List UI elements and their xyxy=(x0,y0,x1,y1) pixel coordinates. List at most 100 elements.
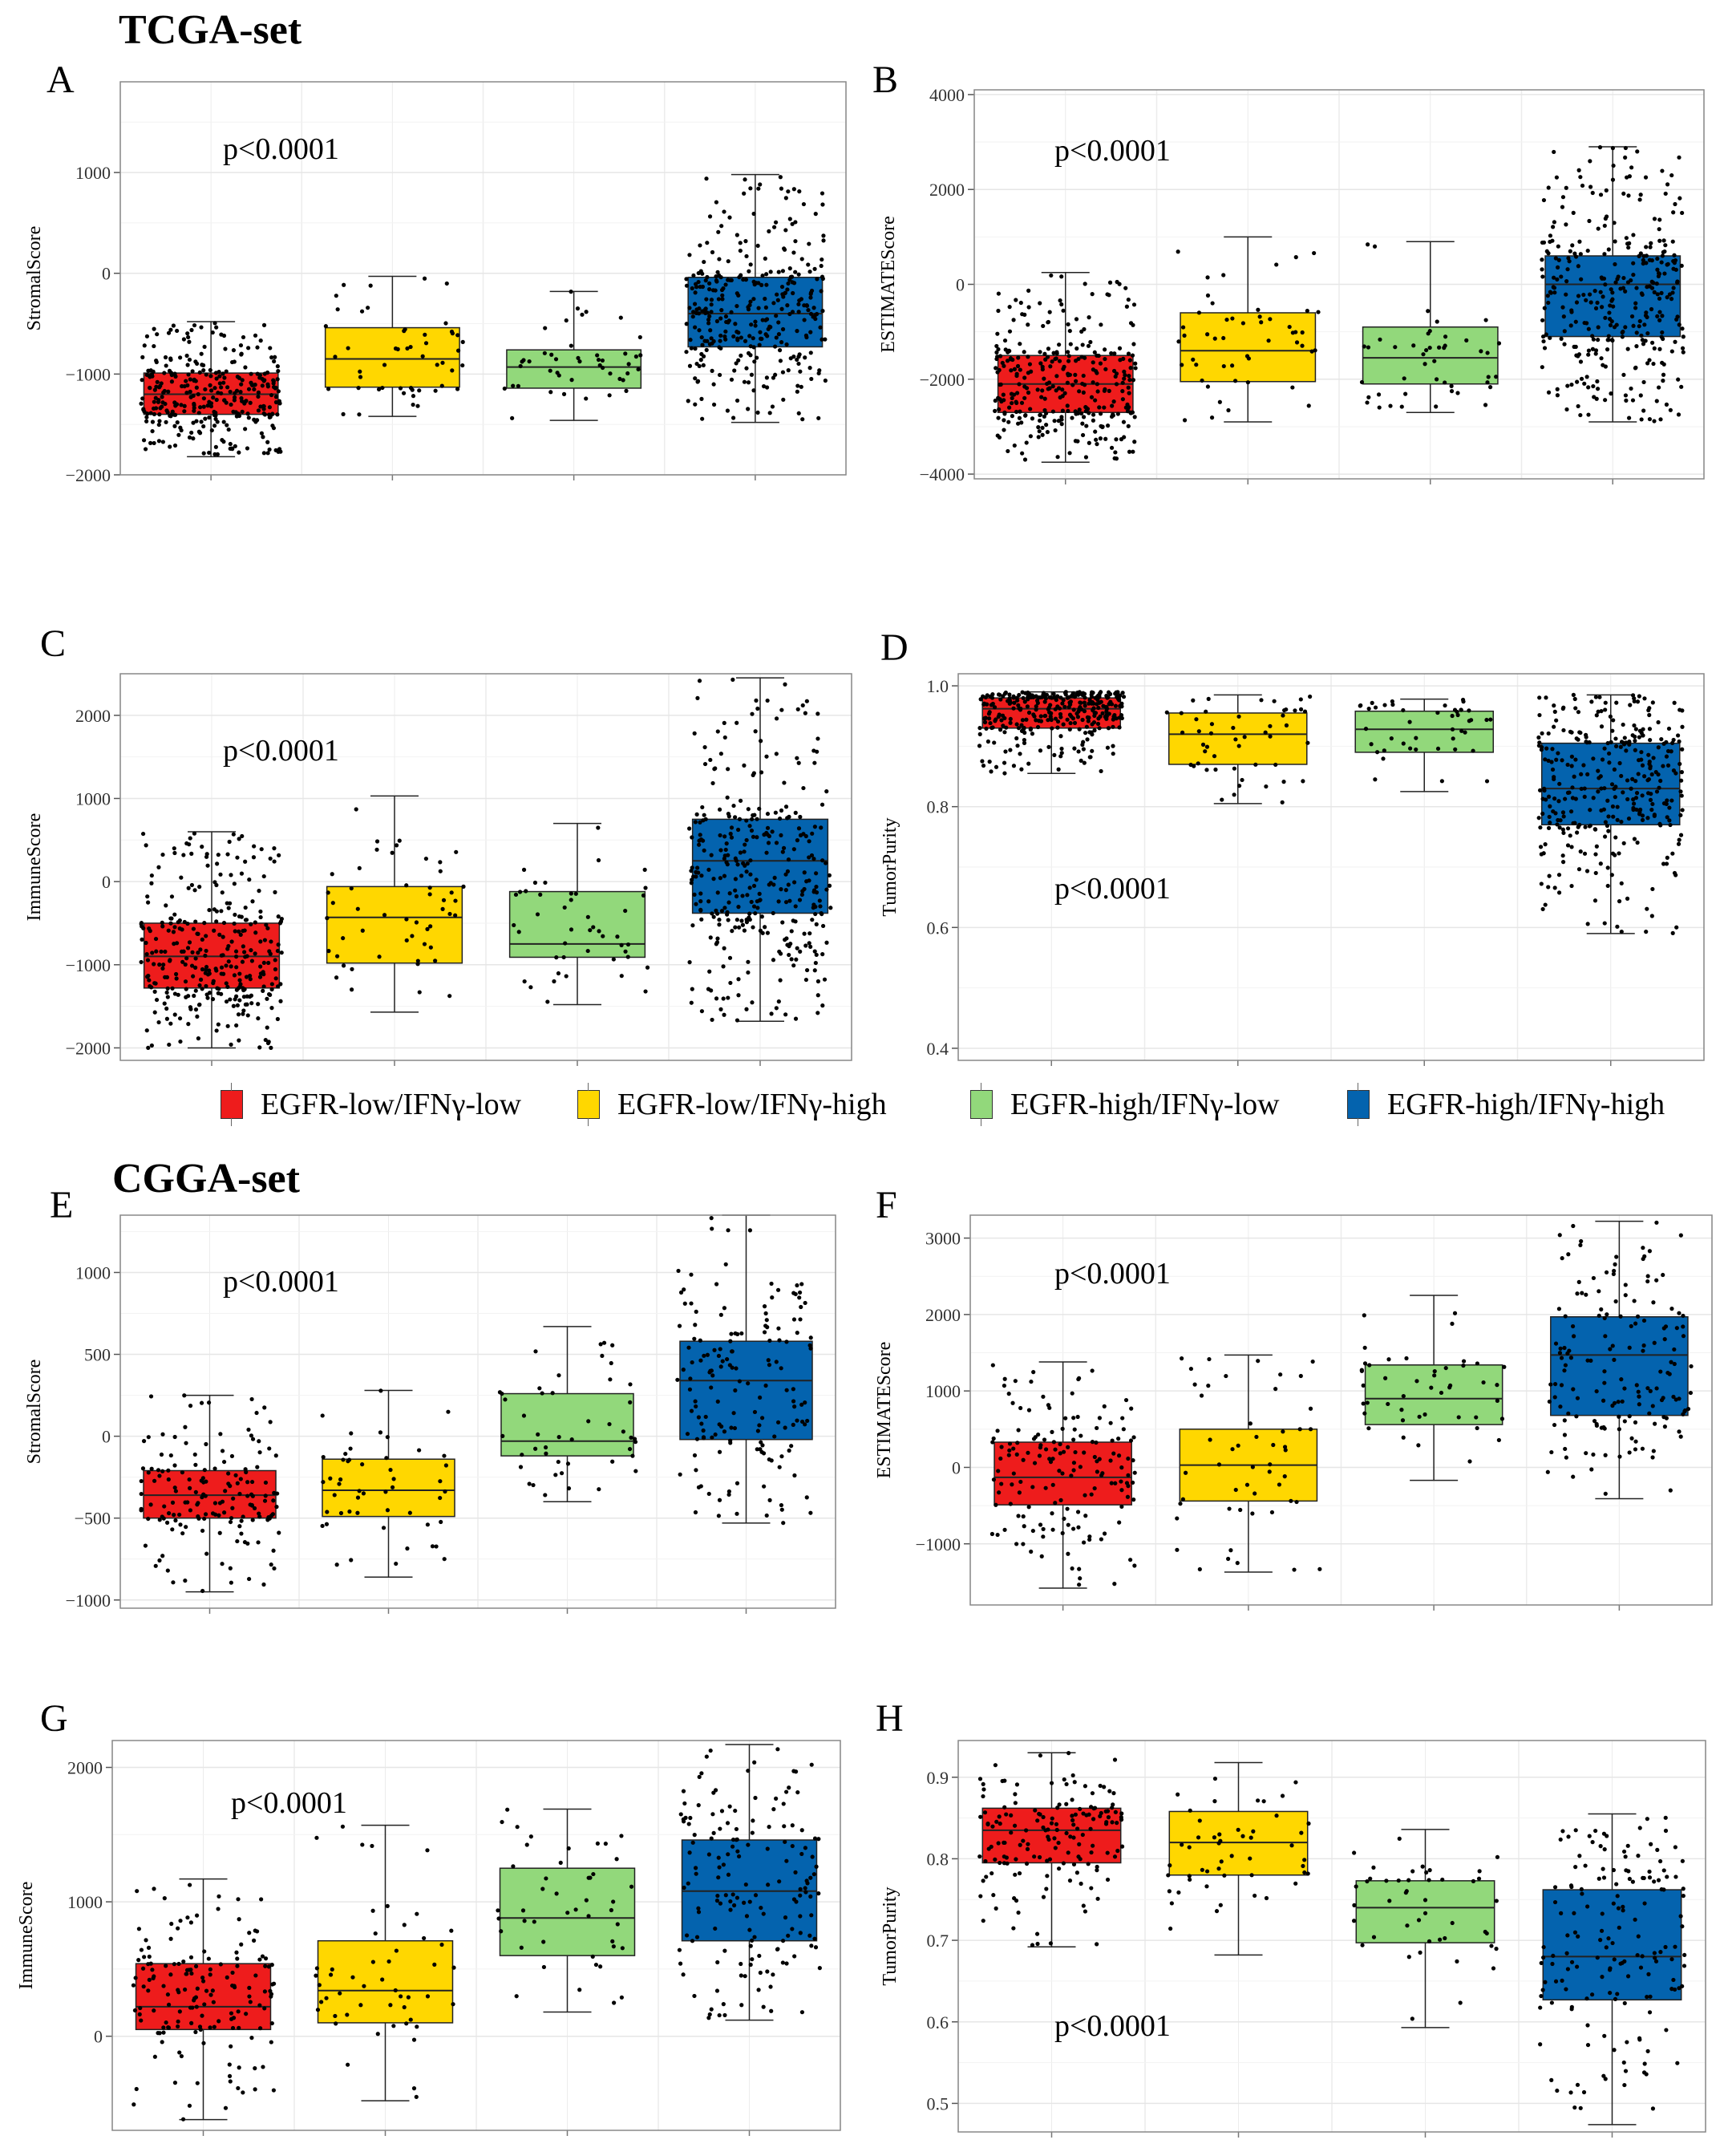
data-point xyxy=(265,451,270,456)
data-point xyxy=(1046,1837,1051,1842)
data-point xyxy=(722,209,726,214)
data-point xyxy=(1481,1380,1486,1385)
data-point xyxy=(1074,1870,1079,1875)
data-point xyxy=(742,379,747,384)
data-point xyxy=(1112,1757,1118,1762)
data-point xyxy=(1074,711,1079,716)
data-point xyxy=(543,880,548,886)
data-point xyxy=(226,906,231,910)
data-point xyxy=(174,941,180,946)
data-point xyxy=(755,1447,759,1452)
data-point xyxy=(165,1568,170,1573)
data-point xyxy=(1007,1441,1013,1446)
data-point xyxy=(181,337,187,342)
data-point xyxy=(1095,382,1099,387)
data-point xyxy=(818,904,823,909)
data-point xyxy=(755,410,760,415)
data-point xyxy=(210,330,215,335)
data-point xyxy=(748,262,753,267)
data-point xyxy=(355,906,360,911)
data-point xyxy=(1016,1514,1021,1518)
data-point xyxy=(527,359,532,364)
data-point xyxy=(722,834,727,839)
data-point xyxy=(1002,730,1007,735)
data-point xyxy=(1664,740,1669,744)
data-point xyxy=(321,1480,326,1485)
data-point xyxy=(1127,358,1132,363)
data-point xyxy=(255,1465,260,1469)
data-point xyxy=(1672,1987,1677,1992)
data-point xyxy=(145,975,150,979)
data-point xyxy=(269,392,274,398)
data-point xyxy=(235,1956,240,1961)
data-point xyxy=(718,848,723,853)
data-point xyxy=(1551,285,1556,290)
data-point xyxy=(203,1493,208,1498)
data-point xyxy=(341,411,346,416)
data-point xyxy=(751,1818,755,1823)
data-point xyxy=(693,346,698,351)
data-point xyxy=(1589,1467,1594,1472)
data-point xyxy=(451,1965,456,1970)
data-point xyxy=(455,333,460,338)
data-point xyxy=(1564,222,1568,227)
data-point xyxy=(1036,1432,1041,1437)
data-point xyxy=(1577,1854,1582,1858)
data-point xyxy=(1128,1438,1134,1443)
data-point xyxy=(1619,773,1624,779)
data-point xyxy=(1070,1814,1074,1818)
data-point xyxy=(1087,411,1091,415)
data-point xyxy=(692,731,697,736)
data-point xyxy=(735,1849,740,1854)
p-value-label: p<0.0001 xyxy=(1054,872,1171,906)
data-point xyxy=(750,711,755,716)
data-point xyxy=(1023,412,1028,418)
data-point xyxy=(1203,749,1208,754)
data-point xyxy=(132,2102,136,2107)
data-point xyxy=(707,2012,712,2017)
data-point xyxy=(728,1441,733,1445)
data-point xyxy=(1591,383,1596,389)
data-point xyxy=(1014,409,1019,415)
data-point xyxy=(780,849,785,854)
data-point xyxy=(212,424,217,428)
data-point xyxy=(1001,392,1006,397)
data-point xyxy=(694,1468,698,1473)
data-point xyxy=(990,701,995,707)
data-point xyxy=(1365,1878,1370,1884)
data-point xyxy=(749,372,755,377)
data-point xyxy=(749,322,754,327)
data-point xyxy=(1660,168,1665,173)
data-point xyxy=(994,717,998,722)
data-point xyxy=(780,269,786,274)
data-point xyxy=(1641,379,1646,385)
data-point xyxy=(276,368,281,374)
data-point xyxy=(597,363,602,368)
data-point xyxy=(346,1459,350,1464)
data-point xyxy=(585,914,590,919)
data-point xyxy=(759,336,764,342)
data-point xyxy=(174,976,179,981)
data-point xyxy=(193,1995,199,2000)
data-point xyxy=(717,1422,722,1427)
data-point xyxy=(1604,188,1609,192)
data-point xyxy=(1374,750,1380,755)
data-point xyxy=(761,2004,766,2009)
data-point xyxy=(820,923,826,929)
data-point xyxy=(1669,1360,1673,1364)
data-point xyxy=(793,1291,798,1297)
data-point xyxy=(1070,415,1074,420)
data-point xyxy=(1034,703,1038,709)
data-point xyxy=(1629,1323,1633,1329)
data-point xyxy=(1596,325,1601,330)
data-point xyxy=(709,336,714,341)
data-point xyxy=(1673,339,1677,344)
data-point xyxy=(1610,804,1616,809)
data-point xyxy=(1271,1442,1276,1448)
data-point xyxy=(453,913,458,918)
data-point xyxy=(788,274,793,279)
data-point xyxy=(1248,1856,1253,1861)
box-1 xyxy=(326,886,463,964)
data-point xyxy=(756,281,761,286)
data-point xyxy=(1037,1854,1042,1860)
